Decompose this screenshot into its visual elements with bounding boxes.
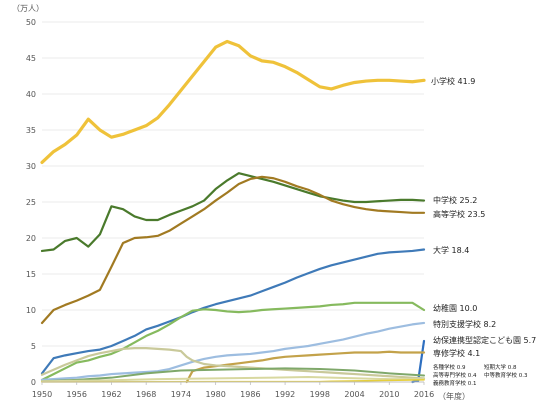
grid-lines (42, 21, 424, 383)
series-line (41, 375, 425, 383)
series-line (40, 321, 426, 381)
series-line (40, 347, 426, 380)
y-tick-label: 10 (26, 306, 36, 315)
series-end-label: 大学 18.4 (433, 245, 469, 255)
series-end-label: 小学校 41.9 (431, 76, 475, 86)
x-tick-label: 1950 (32, 390, 52, 399)
series-end-label: 幼保連携型認定こども園 5.7 (433, 335, 536, 345)
y-tick-label: 50 (26, 18, 36, 27)
series-end-label: 幼稚園 10.0 (433, 303, 477, 313)
x-tick-label: 1986 (240, 390, 260, 399)
x-axis-unit: （年度） (438, 391, 470, 401)
series-lines (40, 39, 426, 384)
x-tick-label: 1968 (136, 390, 156, 399)
series-end-label: 高等学校 23.5 (433, 209, 485, 219)
y-tick-label: 15 (26, 270, 36, 279)
series-line (40, 39, 426, 164)
y-tick-label: 35 (26, 126, 36, 135)
y-axis-unit: （万人） (12, 4, 44, 13)
small-series-label: 短期大学 0.8 (484, 363, 517, 371)
y-tick-label: 25 (26, 198, 36, 207)
small-series-label: 義務教育学校 0.1 (433, 379, 477, 387)
x-tick-label: 2004 (344, 390, 364, 399)
series-line (40, 248, 426, 375)
series-line (41, 367, 425, 383)
series-line (40, 301, 426, 381)
series-end-label: 中学校 25.2 (433, 195, 477, 205)
series-end-label: 専修学校 4.1 (433, 348, 480, 358)
y-tick-label: 40 (26, 90, 36, 99)
x-tick-label: 1992 (275, 390, 295, 399)
y-tick-label: 0 (31, 378, 36, 387)
small-series-label: 各種学校 0.9 (433, 363, 466, 371)
x-tick-label: 1974 (171, 390, 191, 399)
series-labels: 小学校 41.9 中学校 25.2 高等学校 23.5 大学 18.4 幼稚園 10.0… (431, 76, 536, 387)
y-tick-label: 5 (31, 342, 36, 351)
y-tick-label: 20 (26, 234, 36, 243)
x-tick-label: 2010 (379, 390, 399, 399)
x-tick-label: 1962 (101, 390, 121, 399)
y-tick-label: 45 (26, 54, 36, 63)
x-tick-label: 1956 (67, 390, 87, 399)
series-line (40, 175, 426, 325)
series-line (40, 172, 426, 253)
axes: 0 5 10 15 20 25 30 35 40 45 50 1950 1956 1962 1968 1974… (26, 18, 434, 399)
x-tick-label: 1998 (310, 390, 330, 399)
x-tick-label: 1980 (205, 390, 225, 399)
small-series-label: 高等専門学校 0.4 (433, 371, 477, 379)
small-series-label: 中等教育学校 0.3 (484, 371, 528, 379)
series-end-label: 特別支援学校 8.2 (433, 319, 496, 329)
x-tick-label: 2016 (414, 390, 434, 399)
y-tick-label: 30 (26, 162, 36, 171)
